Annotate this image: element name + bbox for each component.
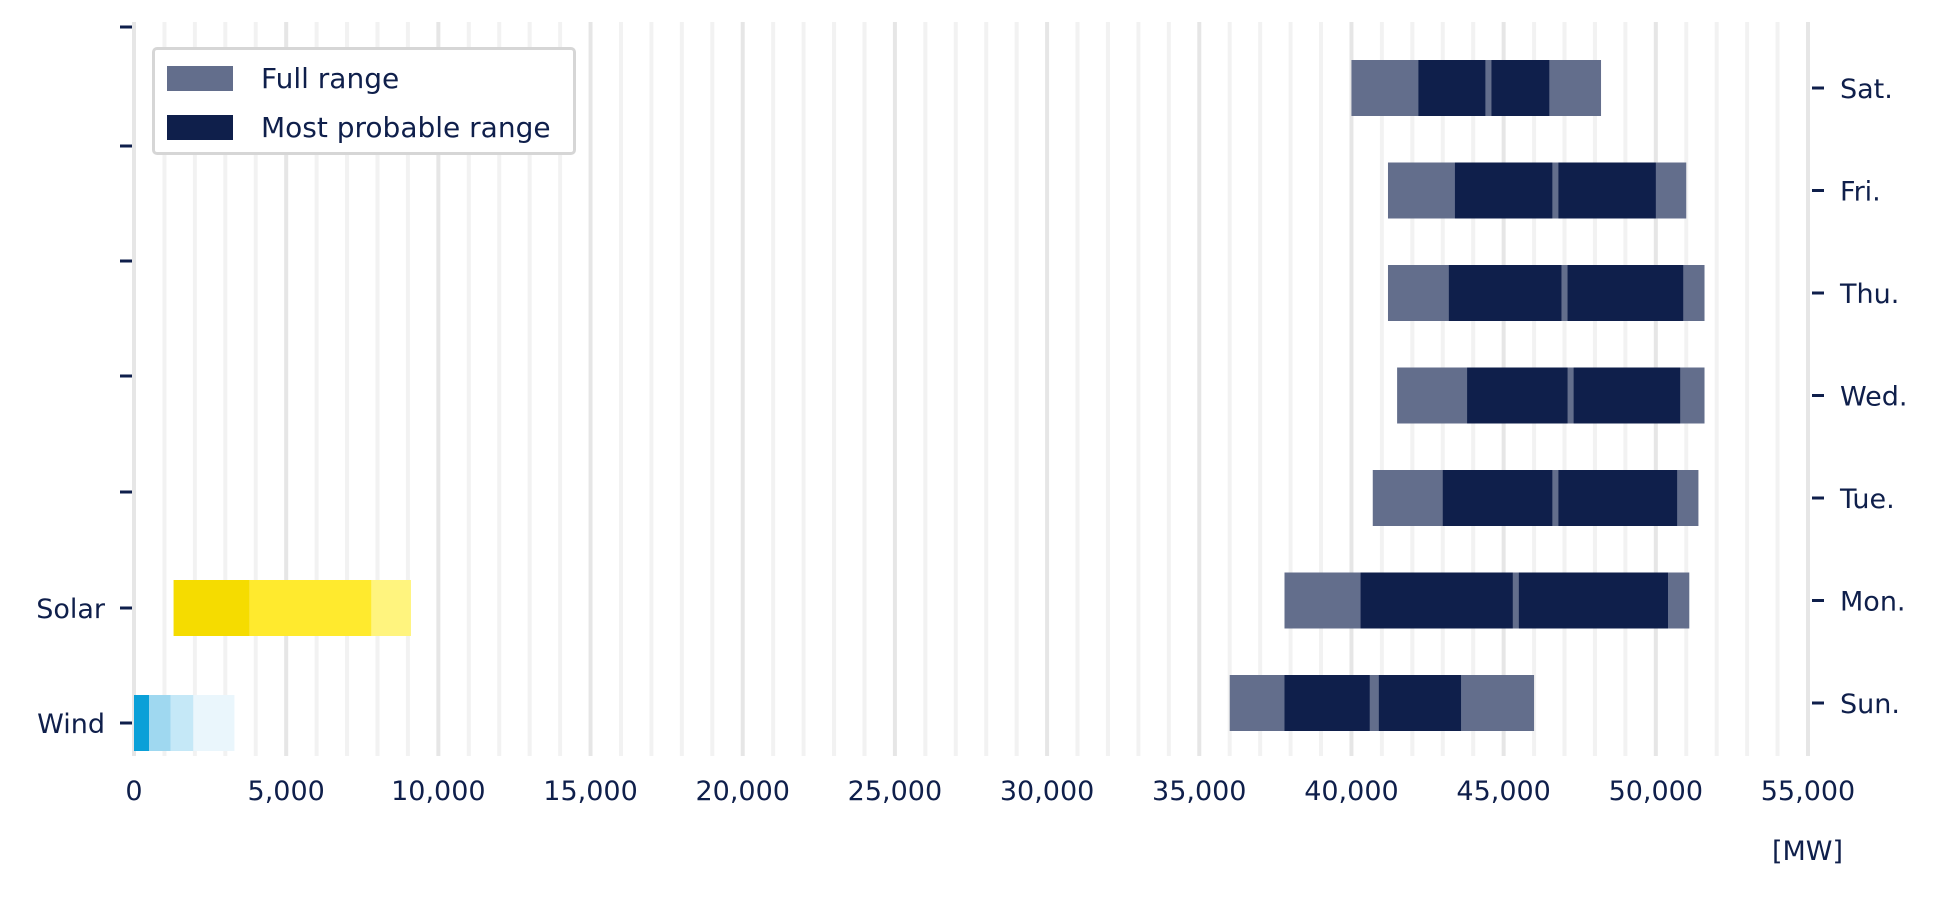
bar-fri-most-probable-1 — [1454, 162, 1553, 219]
bar-tue-most-probable-1 — [1442, 470, 1553, 526]
chart-legend: Full range Most probable range — [152, 47, 576, 155]
bar-thu-most-probable-1 — [1448, 265, 1562, 321]
bars-layer — [134, 60, 1705, 751]
bar-thu-most-probable-2 — [1567, 265, 1684, 321]
legend-swatch-most-probable — [167, 114, 233, 140]
bar-wind-segment-3 — [170, 695, 194, 751]
right-category-label-wed: Wed. — [1840, 382, 1907, 413]
bar-solar-segment-3 — [371, 580, 411, 636]
legend-label-most-probable: Most probable range — [261, 110, 551, 144]
axes-layer: 0 5,000 10,000 15,000 20,000 25,000 30,000 35,0… — [36, 25, 1907, 807]
right-category-label-sun: Sun. — [1840, 689, 1900, 720]
x-tick-label-55000: 55,000 — [1761, 776, 1855, 807]
bar-tue-most-probable-2 — [1558, 470, 1678, 526]
x-tick-label-10000: 10,000 — [391, 776, 485, 807]
bar-sat-most-probable-2 — [1491, 60, 1550, 116]
unit-label: [MW] — [1772, 836, 1843, 867]
bar-mon-most-probable-2 — [1518, 572, 1668, 629]
x-tick-label-45000: 45,000 — [1456, 776, 1550, 807]
left-category-label-wind: Wind — [37, 709, 105, 740]
legend-item-most-probable: Most probable range — [167, 107, 551, 147]
x-tick-label-40000: 40,000 — [1304, 776, 1398, 807]
bar-wind-segment-4 — [193, 695, 235, 751]
x-tick-label-0: 0 — [125, 776, 142, 807]
legend-label-full-range: Full range — [261, 61, 400, 95]
x-tick-label-25000: 25,000 — [848, 776, 942, 807]
right-category-label-sat: Sat. — [1840, 74, 1893, 105]
x-tick-label-20000: 20,000 — [695, 776, 789, 807]
legend-swatch-full-range — [167, 65, 233, 91]
left-category-label-solar: Solar — [36, 594, 106, 625]
right-category-label-thu: Thu. — [1839, 279, 1899, 310]
right-category-label-fri: Fri. — [1840, 177, 1881, 208]
x-tick-label-15000: 15,000 — [543, 776, 637, 807]
bar-wind-segment-1 — [134, 695, 150, 751]
bar-fri-most-probable-2 — [1558, 162, 1656, 219]
legend-item-full-range: Full range — [167, 58, 399, 98]
bar-solar-segment-2 — [249, 580, 372, 636]
right-category-label-mon: Mon. — [1840, 587, 1906, 618]
bar-wed-most-probable-1 — [1467, 367, 1568, 424]
x-tick-label-5000: 5,000 — [248, 776, 325, 807]
x-tick-label-30000: 30,000 — [1000, 776, 1094, 807]
bar-sat-most-probable-1 — [1418, 60, 1486, 116]
x-tick-label-35000: 35,000 — [1152, 776, 1246, 807]
bar-sun-most-probable-1 — [1284, 675, 1370, 731]
bar-mon-most-probable-1 — [1360, 572, 1513, 629]
right-category-label-tue: Tue. — [1839, 484, 1895, 515]
bar-sun-most-probable-2 — [1378, 675, 1462, 731]
bar-solar-segment-1 — [173, 580, 250, 636]
x-tick-label-50000: 50,000 — [1609, 776, 1703, 807]
bar-wind-segment-2 — [149, 695, 171, 751]
bar-wed-most-probable-2 — [1573, 367, 1681, 424]
